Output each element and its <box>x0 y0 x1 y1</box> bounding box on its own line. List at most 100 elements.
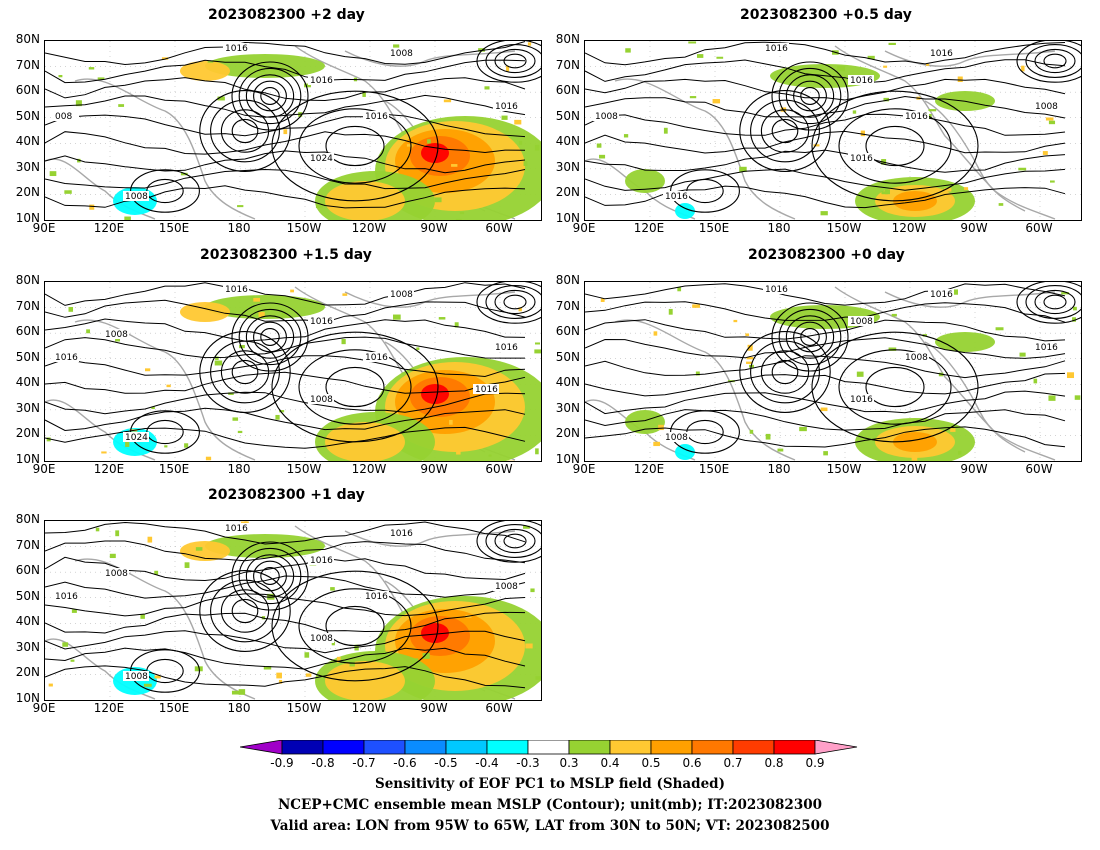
sensitivity-speckle <box>518 307 522 312</box>
mslp-contour <box>585 355 1066 379</box>
mslp-contour <box>585 149 1066 173</box>
lon-tick-label: 120E <box>93 221 125 235</box>
lon-tick-label: 150W <box>286 701 322 715</box>
lon-tick-label: 150E <box>698 221 730 235</box>
lat-tick-label: 20N <box>555 185 580 200</box>
lon-tick-label: 120W <box>891 221 927 235</box>
sensitivity-shading <box>205 295 325 319</box>
lon-tick-label: 90W <box>960 221 988 235</box>
sensitivity-speckle <box>534 342 541 345</box>
colorbar-segment <box>732 739 775 755</box>
contour-label: 1016 <box>665 192 688 202</box>
sensitivity-speckle <box>258 311 265 318</box>
sensitivity-speckle <box>237 205 244 208</box>
mslp-contour <box>1034 48 1076 74</box>
sensitivity-speckle <box>799 426 807 432</box>
contour-label: 1016 <box>55 592 78 602</box>
sensitivity-speckle <box>746 356 754 360</box>
sensitivity-speckle <box>950 428 956 432</box>
sensitivity-speckle <box>393 44 400 48</box>
mslp-contour <box>811 331 979 443</box>
sensitivity-speckle <box>315 204 323 209</box>
lat-tick-label: 60N <box>555 324 580 339</box>
mslp-contour <box>1043 53 1067 69</box>
mslp-contour <box>45 407 526 432</box>
mslp-contour <box>260 567 280 585</box>
contour-label-bg <box>308 555 334 565</box>
colorbar-tick-label: 0.3 <box>559 756 579 770</box>
colorbar-tick-label: -0.4 <box>475 756 499 770</box>
lon-tick-label: 150E <box>698 462 730 476</box>
sensitivity-speckle <box>963 187 969 190</box>
mslp-contour <box>585 319 1066 342</box>
lat-tick-label: 70N <box>555 57 580 72</box>
lat-tick-label: 40N <box>15 614 40 629</box>
contour-label: 1008 <box>105 330 128 340</box>
colorbar-tick-label: 0.4 <box>600 756 620 770</box>
sensitivity-speckle <box>527 42 532 46</box>
colorbar <box>239 739 860 775</box>
sensitivity-shading <box>893 191 937 211</box>
contour-label: 1016 <box>310 317 333 327</box>
sensitivity-speckle <box>746 361 753 364</box>
lat-tick-label: 60N <box>555 83 580 98</box>
colorbar-segment <box>486 739 529 755</box>
colorbar-tick-label: -0.6 <box>393 756 417 770</box>
mslp-contour <box>585 409 1066 431</box>
sensitivity-speckle <box>957 76 963 83</box>
contour-label: 1016 <box>225 285 248 295</box>
lat-tick-label: 80N <box>15 512 40 526</box>
sensitivity-speckle <box>86 329 91 334</box>
sensitivity-speckle <box>478 48 486 52</box>
colorbar-extend-high <box>814 739 858 755</box>
mslp-contour <box>585 95 1066 119</box>
sensitivity-speckle <box>239 344 245 349</box>
sensitivity-speckle <box>534 144 540 151</box>
lon-tick-label: 60W <box>485 221 513 235</box>
sensitivity-speckle <box>124 216 131 220</box>
sensitivity-speckle <box>304 652 310 658</box>
lon-tick-label: 60W <box>485 462 513 476</box>
lat-tick-label: 60N <box>15 83 40 98</box>
mslp-contour <box>45 185 526 209</box>
mslp-contour <box>271 570 439 682</box>
colorbar-segment <box>404 739 447 755</box>
contour-label-bg <box>53 591 79 601</box>
mslp-contour <box>771 118 799 144</box>
sensitivity-speckle <box>207 60 214 63</box>
mslp-contour <box>585 113 1066 136</box>
sensitivity-speckle <box>58 74 63 78</box>
sensitivity-speckle <box>1019 352 1026 357</box>
mslp-contour <box>298 349 412 425</box>
sensitivity-speckle <box>231 690 240 695</box>
lat-tick-label: 60N <box>15 324 40 339</box>
lat-tick-label: 10N <box>15 452 40 466</box>
lon-tick-label: 120W <box>891 462 927 476</box>
sensitivity-speckle <box>888 42 896 46</box>
lon-tick-label: 90W <box>420 462 448 476</box>
colorbar-canvas <box>239 739 858 755</box>
sensitivity-speckle <box>716 56 724 59</box>
sensitivity-speckle <box>525 643 533 649</box>
sensitivity-speckle <box>195 547 203 551</box>
coastline <box>614 319 796 461</box>
sensitivity-speckle <box>867 55 875 60</box>
mslp-contour <box>238 67 302 125</box>
sensitivity-speckle <box>484 86 490 90</box>
mslp-contour <box>771 302 849 372</box>
sensitivity-speckle <box>438 317 446 320</box>
mslp-contour <box>253 321 287 353</box>
sensitivity-shading <box>180 302 230 322</box>
sensitivity-speckle <box>813 144 820 147</box>
sensitivity-speckle <box>749 429 754 434</box>
footer-line-3: Valid area: LON from 95W to 65W, LAT fro… <box>270 818 830 834</box>
contour-label-bg <box>53 111 79 121</box>
sensitivity-speckle <box>501 115 508 120</box>
mslp-contour <box>760 350 810 394</box>
lon-tick-label: 90E <box>32 701 56 715</box>
lat-tick-label: 10N <box>555 452 580 466</box>
mslp-contour <box>220 589 270 633</box>
sensitivity-speckle <box>599 154 606 159</box>
sensitivity-speckle <box>250 295 255 301</box>
sensitivity-speckle <box>488 454 492 457</box>
